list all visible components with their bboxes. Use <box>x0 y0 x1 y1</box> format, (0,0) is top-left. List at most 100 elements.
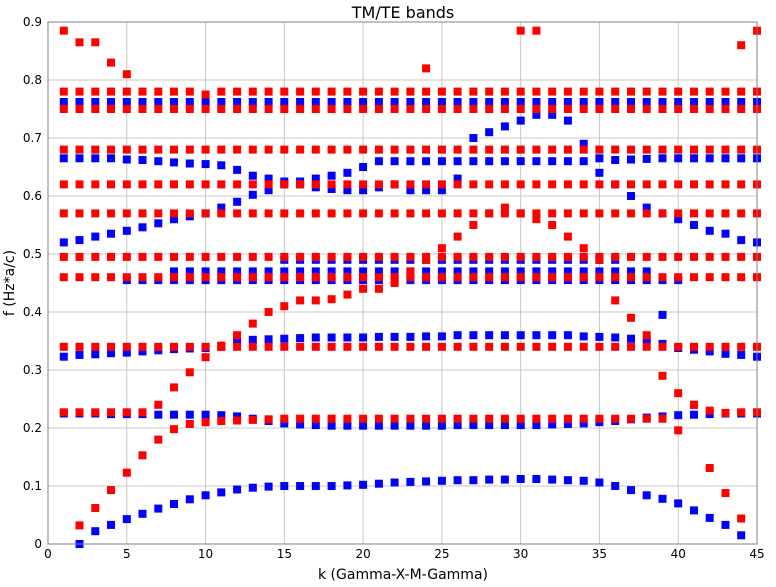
data-point <box>642 252 651 261</box>
data-point <box>500 145 509 154</box>
data-point <box>154 180 163 189</box>
data-point <box>627 334 635 343</box>
data-point <box>563 180 572 189</box>
data-point <box>642 331 651 340</box>
data-point <box>469 267 478 276</box>
data-point <box>170 180 178 189</box>
data-point <box>485 267 494 276</box>
data-point <box>359 284 368 293</box>
data-point <box>611 252 620 261</box>
data-point <box>154 219 163 228</box>
data-point <box>532 180 541 189</box>
data-point <box>296 180 305 189</box>
data-point <box>359 252 368 261</box>
data-point <box>500 122 509 131</box>
data-point <box>563 252 572 261</box>
data-point <box>469 414 478 423</box>
data-point <box>311 296 320 305</box>
data-point <box>201 418 210 427</box>
data-point <box>122 105 131 113</box>
data-point <box>595 168 604 177</box>
data-point <box>59 145 68 154</box>
data-point <box>548 98 557 106</box>
data-point <box>595 414 604 423</box>
data-point <box>595 87 604 96</box>
data-point <box>674 98 683 106</box>
data-point <box>737 252 746 261</box>
data-point <box>343 267 352 276</box>
y-tick-label: 0 <box>34 537 42 551</box>
data-point <box>296 342 305 351</box>
data-point <box>705 252 714 261</box>
data-point <box>264 415 273 424</box>
data-point <box>705 464 714 472</box>
data-point <box>690 105 698 113</box>
data-point <box>469 342 478 351</box>
data-point <box>327 252 336 261</box>
data-point <box>674 273 683 282</box>
data-point <box>154 105 163 113</box>
data-point <box>343 481 352 490</box>
data-point <box>674 180 683 189</box>
data-point <box>516 116 525 125</box>
data-point <box>485 331 494 340</box>
data-point <box>721 408 730 417</box>
data-point <box>327 171 336 180</box>
data-point <box>154 157 163 166</box>
data-point <box>374 87 383 96</box>
data-point <box>690 506 698 515</box>
data-point <box>122 226 131 235</box>
data-point <box>311 87 320 96</box>
data-point <box>453 331 462 340</box>
data-point <box>705 209 714 218</box>
data-point <box>75 342 84 351</box>
data-point <box>374 414 383 423</box>
data-point <box>516 414 525 423</box>
data-point <box>705 347 714 356</box>
data-point <box>437 476 446 485</box>
data-point <box>548 105 557 113</box>
data-point <box>75 87 84 96</box>
data-point <box>390 421 399 430</box>
data-point <box>91 408 100 417</box>
data-point <box>248 209 257 218</box>
data-point <box>374 332 383 341</box>
data-point <box>579 157 588 166</box>
data-point <box>296 209 305 218</box>
data-point <box>154 209 163 218</box>
data-point <box>233 87 242 96</box>
data-point <box>595 342 604 351</box>
data-point <box>138 98 147 106</box>
data-point <box>201 160 210 169</box>
data-point <box>658 180 667 189</box>
data-point <box>233 252 242 261</box>
data-point <box>280 145 289 154</box>
x-tick-label: 0 <box>44 547 52 561</box>
data-point <box>658 310 667 319</box>
data-point <box>311 98 320 106</box>
data-point <box>453 98 462 106</box>
data-point <box>185 159 194 168</box>
data-point <box>359 414 368 423</box>
data-point <box>627 486 635 495</box>
data-point <box>627 192 635 200</box>
data-point <box>469 87 478 96</box>
data-point <box>690 180 698 189</box>
data-point <box>59 352 68 361</box>
data-point <box>374 252 383 261</box>
data-point <box>264 342 273 351</box>
data-point <box>59 252 68 261</box>
data-point <box>343 209 352 218</box>
data-point <box>737 209 746 218</box>
data-point <box>122 98 131 106</box>
data-point <box>485 414 494 423</box>
data-point <box>217 267 226 276</box>
data-point <box>579 414 588 423</box>
data-point <box>107 342 115 351</box>
data-point <box>579 98 588 106</box>
data-point <box>359 98 368 106</box>
data-point <box>311 180 320 189</box>
data-point <box>311 174 320 183</box>
data-point <box>437 267 446 276</box>
data-point <box>154 504 163 513</box>
